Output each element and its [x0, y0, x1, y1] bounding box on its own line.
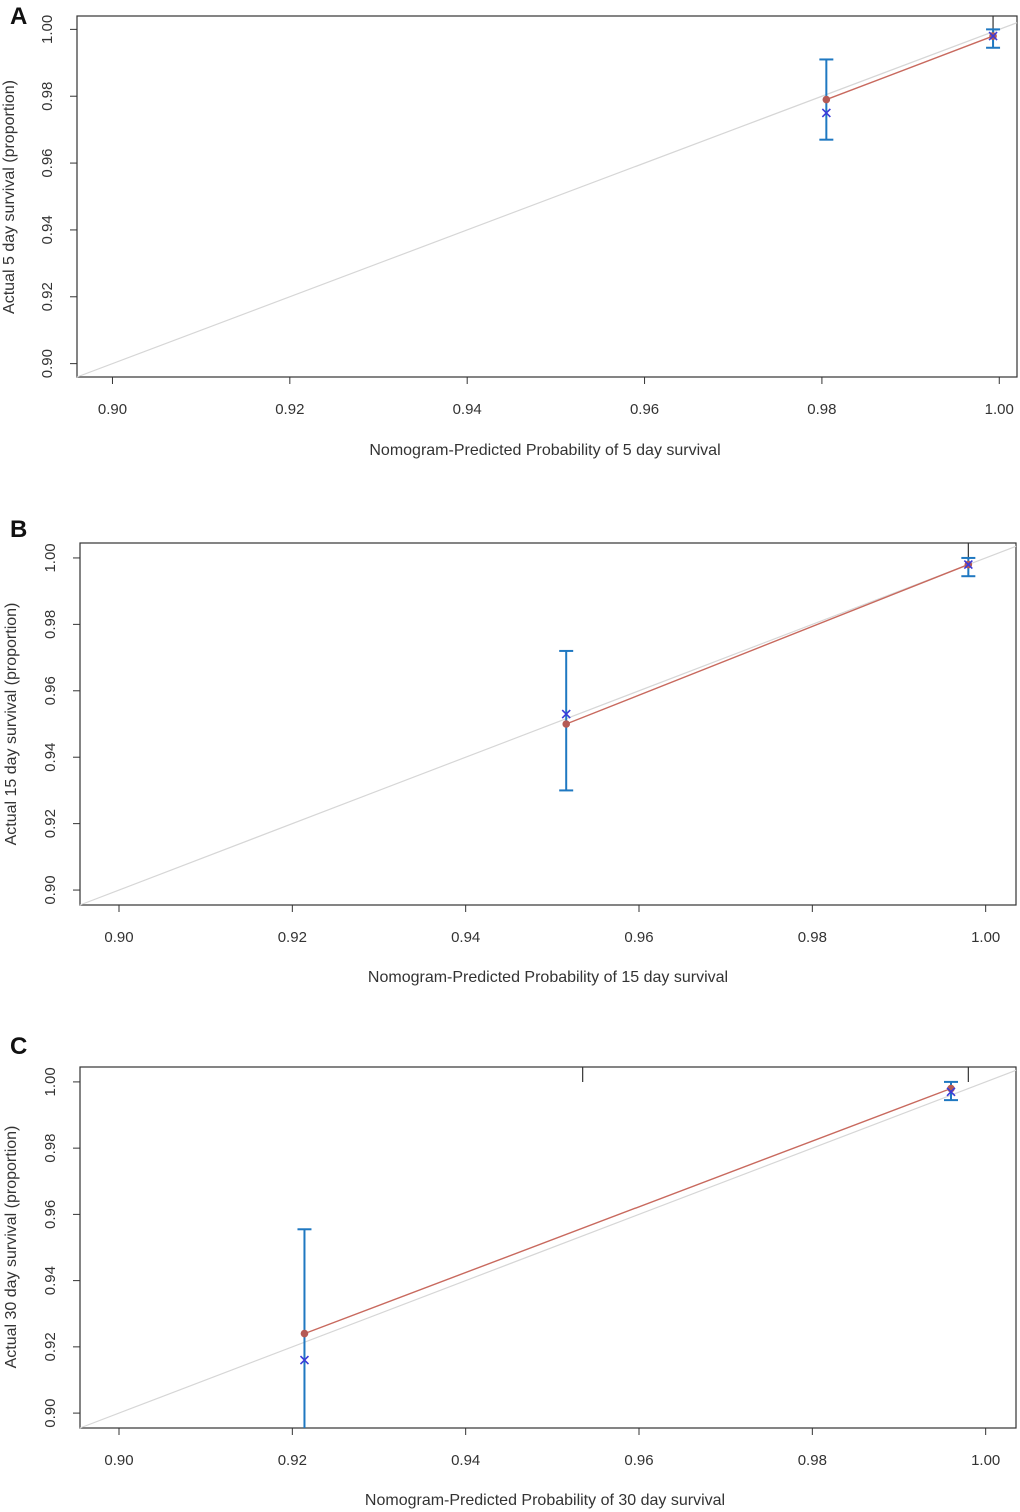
- panel-a-letter: A: [10, 3, 27, 30]
- panel-b-estimate-cross-1: [561, 709, 571, 719]
- panel-a-x-tick-label: 0.90: [98, 401, 127, 418]
- panel-b-observed-point-1: [562, 720, 570, 728]
- panel-c-x-label: Nomogram-Predicted Probability of 30 day…: [365, 1492, 725, 1509]
- panel-a-y-tick-label: 0.92: [39, 282, 56, 311]
- panel-c-plot-area: [79, 1067, 1017, 1429]
- panel-c-x-tick-label: 0.96: [624, 1452, 653, 1469]
- panel-b-y-tick-label: 0.94: [42, 743, 59, 772]
- panel-b-y-label: Actual 15 day survival (proportion): [3, 603, 20, 846]
- panel-c-y-tick-label: 0.98: [42, 1134, 59, 1163]
- panel-a-x-tick-label: 0.94: [453, 401, 482, 418]
- panel-b-x-axis: 0.90 0.92 0.94 0.96 0.98 1.00: [104, 905, 1000, 946]
- panel-c-x-tick-label: 0.92: [278, 1452, 307, 1469]
- panel-c-y-tick-label: 1.00: [42, 1067, 59, 1096]
- panel-b-y-tick-label: 0.98: [42, 610, 59, 639]
- panel-b-x-tick-label: 1.00: [971, 929, 1000, 946]
- panel-a: A 0.90 0.92 0.94 0.96 0.98 1.00 0.900.920.940…: [1, 3, 1018, 459]
- panel-a-calibration-line: [826, 35, 994, 101]
- panel-b-y-tick-label: 0.90: [42, 875, 59, 904]
- panel-b-plot-area: [79, 543, 1017, 906]
- panel-a-x-axis: 0.90 0.92 0.94 0.96 0.98 1.00: [98, 377, 1014, 418]
- panel-a-estimate-cross-2: [988, 31, 998, 41]
- panel-c-ideal-line: [79, 1069, 1017, 1429]
- panel-a-y-axis: 0.90 0.92 0.94 0.96 0.98 1.00: [39, 15, 77, 378]
- panel-c-x-tick-label: 0.94: [451, 1452, 480, 1469]
- panel-a-x-tick-label: 0.98: [807, 401, 836, 418]
- panel-c-x-tick-label: 0.90: [104, 1452, 133, 1469]
- panel-b: B 0.90 0.92 0.94 0.96 0.98 1.00 0.900.920.940…: [3, 516, 1017, 986]
- panel-a-y-tick-label: 0.96: [39, 148, 56, 177]
- panel-b-calibration-line: [565, 563, 969, 725]
- panel-b-x-tick-label: 0.96: [624, 929, 653, 946]
- panel-a-estimate-cross-1: [821, 108, 831, 118]
- panel-c-x-tick-label: 1.00: [971, 1452, 1000, 1469]
- panel-a-y-tick-label: 0.90: [39, 349, 56, 378]
- panel-c-y-tick-label: 0.96: [42, 1200, 59, 1229]
- panel-c-y-tick-label: 0.90: [42, 1398, 59, 1427]
- panel-b-x-tick-label: 0.94: [451, 929, 480, 946]
- panel-c-y-label: Actual 30 day survival (proportion): [3, 1126, 20, 1369]
- panel-a-y-tick-label: 0.98: [39, 82, 56, 111]
- panel-a-observed-point-1: [822, 95, 831, 104]
- panel-b-x-label: Nomogram-Predicted Probability of 15 day…: [368, 969, 728, 986]
- panel-b-y-tick-label: 0.96: [42, 676, 59, 705]
- panel-a-plot-area: [76, 16, 1018, 378]
- panel-a-x-label: Nomogram-Predicted Probability of 5 day …: [369, 442, 720, 459]
- panel-c-calibration-line: [304, 1087, 952, 1335]
- panel-a-x-tick-label: 0.96: [630, 401, 659, 418]
- panel-b-x-tick-label: 0.92: [278, 929, 307, 946]
- panel-a-x-tick-label: 1.00: [985, 401, 1014, 418]
- panel-b-x-tick-label: 0.98: [798, 929, 827, 946]
- panel-b-plot-frame: [79, 542, 1017, 906]
- panel-c-y-axis: 0.90 0.92 0.94 0.96 0.98 1.00: [42, 1067, 80, 1428]
- panel-c-estimate-cross-2: [946, 1087, 956, 1097]
- panel-a-y-tick-label: 1.00: [39, 15, 56, 44]
- panel-a-y-tick-label: 0.94: [39, 215, 56, 244]
- panel-c: C 0.90 0.92 0.94 0.96 0.98 1.00 0.900.920.940…: [3, 1033, 1017, 1509]
- panel-c-estimate-cross-1: [299, 1355, 310, 1365]
- panel-b-x-tick-label: 0.90: [104, 929, 133, 946]
- panel-c-letter: C: [10, 1033, 27, 1060]
- panel-b-estimate-cross-2: [963, 560, 973, 570]
- panel-c-observed-point-1: [300, 1329, 309, 1338]
- panel-b-y-axis: 0.90 0.92 0.94 0.96 0.98 1.00: [42, 543, 80, 905]
- panel-a-ideal-line: [76, 22, 1018, 378]
- panel-c-y-tick-label: 0.92: [42, 1332, 59, 1361]
- panel-c-x-tick-label: 0.98: [798, 1452, 827, 1469]
- panel-a-y-label: Actual 5 day survival (proportion): [1, 80, 18, 314]
- panel-c-x-axis: 0.90 0.92 0.94 0.96 0.98 1.00: [104, 1428, 1000, 1469]
- panel-c-plot-frame: [79, 1066, 1017, 1429]
- panel-b-ideal-line: [79, 545, 1017, 906]
- panel-a-x-tick-label: 0.92: [275, 401, 304, 418]
- panel-a-plot-frame: [76, 15, 1018, 378]
- panel-c-y-tick-label: 0.94: [42, 1266, 59, 1295]
- panel-b-letter: B: [10, 516, 27, 543]
- panel-b-y-tick-label: 0.92: [42, 809, 59, 838]
- panel-b-y-tick-label: 1.00: [42, 543, 59, 572]
